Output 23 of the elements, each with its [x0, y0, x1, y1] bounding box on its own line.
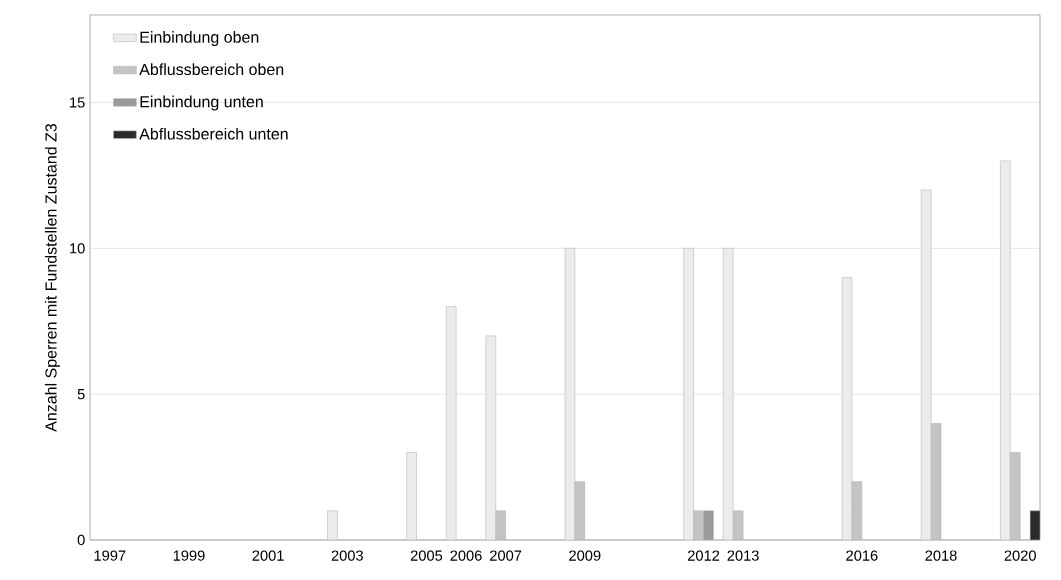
y-tick-label: 10 — [70, 243, 85, 254]
x-tick-label: 2016 — [846, 550, 878, 561]
x-tick-label: 2018 — [925, 550, 957, 561]
x-tick-label: 2003 — [331, 550, 363, 561]
y-tick-label: 5 — [77, 389, 85, 400]
legend-label: Abflussbereich unten — [139, 127, 288, 140]
x-tick-label: 1997 — [94, 550, 126, 561]
x-tick-label: 2012 — [687, 550, 720, 561]
bar — [1029, 510, 1040, 540]
x-tick-label: 2006 — [450, 550, 482, 561]
legend-label: Abflussbereich oben — [139, 63, 284, 76]
legend-label: Einbindung unten — [140, 95, 263, 111]
legend-label: Einbindung oben — [140, 31, 259, 47]
x-tick-label: 2001 — [252, 550, 284, 561]
x-tick-label: 2020 — [1004, 550, 1036, 561]
y-tick-label: 0 — [77, 534, 85, 546]
x-tick-label: 2009 — [569, 550, 601, 561]
y-tick-label: 15 — [70, 97, 85, 108]
x-tick-label: 2013 — [727, 550, 759, 561]
x-tick-label: 1999 — [173, 550, 205, 561]
x-tick-label: 2005 — [410, 550, 443, 561]
x-tick-label: 2007 — [490, 550, 522, 561]
y-axis-title: Anzahl Sperren mit Fundstellen Zustand Z3 — [44, 123, 60, 432]
